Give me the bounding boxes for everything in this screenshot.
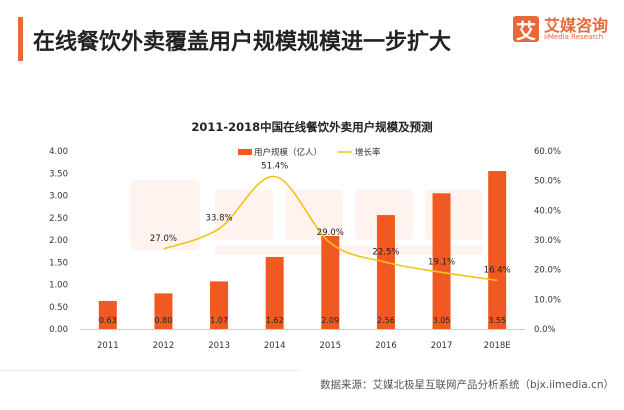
- left-axis-tick-label: 4.00: [49, 147, 68, 157]
- left-axis-tick-label: 1.00: [49, 281, 68, 291]
- right-axis-tick-label: 0.0%: [534, 325, 556, 335]
- line-value-label: 29.0%: [317, 228, 344, 238]
- right-axis-tick-label: 20.0%: [534, 266, 561, 276]
- x-axis-tick-label: 2011: [97, 341, 119, 351]
- footer-divider: [0, 370, 300, 371]
- bar-value-label: 0.80: [155, 316, 173, 325]
- watermark-glyph-shape: [285, 190, 343, 240]
- page-title: 在线餐饮外卖覆盖用户规模规模进一步扩大: [33, 30, 452, 55]
- watermark-glyph-shape: [215, 190, 273, 240]
- bar-value-label: 2.09: [321, 316, 339, 325]
- bar-2013: [210, 281, 229, 329]
- logo-mark: 艾: [513, 16, 539, 43]
- x-axis-tick-label: 2014: [264, 341, 286, 351]
- left-axis-tick-label: 2.50: [49, 214, 68, 224]
- watermark-subtitle-shape: [215, 245, 483, 255]
- left-axis-tick-label: 2.00: [49, 236, 68, 246]
- x-axis-tick-label: 2015: [319, 341, 341, 351]
- line-value-label: 51.4%: [261, 162, 288, 172]
- logo-subtitle: iiMedia Research: [544, 32, 604, 41]
- right-axis-tick-label: 30.0%: [534, 236, 561, 246]
- chart-title: 2011-2018中国在线餐饮外卖用户规模及预测: [191, 120, 432, 134]
- growth-rate-line: [163, 175, 498, 282]
- left-axis-tick-label: 0.00: [49, 325, 68, 335]
- x-axis-tick-label: 2012: [153, 341, 175, 351]
- data-source: 数据来源：艾媒北极星互联网产品分析系统（bjx.iimedia.cn）: [320, 379, 614, 391]
- bar-2012: [154, 293, 173, 329]
- bar-value-label: 3.55: [488, 316, 506, 325]
- bar-2011: [98, 300, 117, 329]
- x-axis-tick-label: 2016: [375, 341, 397, 351]
- bar-2014: [265, 256, 284, 329]
- bar-2016: [376, 215, 395, 329]
- left-axis-tick-label: 1.50: [49, 258, 68, 268]
- line-value-label: 22.5%: [372, 247, 399, 257]
- left-axis-tick-label: 0.50: [49, 303, 68, 313]
- bar-2015: [321, 235, 340, 329]
- bar-value-label: 3.05: [433, 316, 451, 325]
- title-accent-bar: [18, 17, 23, 61]
- x-axis-tick-label: 2018E: [484, 341, 511, 351]
- watermark-glyph-shape: [355, 190, 413, 240]
- bar-2017: [432, 193, 451, 329]
- line-value-label: 16.4%: [484, 265, 511, 275]
- legend-label-line: 增长率: [355, 147, 381, 158]
- right-axis-tick-label: 40.0%: [534, 206, 561, 216]
- right-axis-tick-label: 10.0%: [534, 295, 561, 305]
- x-axis-tick-label: 2017: [431, 341, 453, 351]
- right-axis-tick-label: 60.0%: [534, 147, 561, 157]
- legend-swatch-bar: [238, 149, 252, 155]
- logo: 艾 艾媒咨询 iiMedia Research: [513, 15, 609, 43]
- line-value-label: 27.0%: [150, 234, 177, 244]
- legend-label-bar: 用户规模（亿人）: [254, 147, 322, 158]
- watermark-mark-shape: [130, 180, 200, 250]
- x-axis-tick-label: 2013: [208, 341, 230, 351]
- right-axis-tick-label: 50.0%: [534, 177, 561, 187]
- watermark-icon: [130, 180, 483, 255]
- bar-value-label: 2.56: [377, 316, 395, 325]
- bar-2018E: [488, 171, 507, 329]
- bar-value-label: 1.07: [210, 316, 228, 325]
- bar-value-label: 0.63: [99, 316, 117, 325]
- left-axis-tick-label: 3.00: [49, 192, 68, 202]
- left-axis-tick-label: 3.50: [49, 169, 68, 179]
- line-value-label: 33.8%: [206, 214, 233, 224]
- line-value-label: 19.1%: [428, 257, 455, 267]
- bar-value-label: 1.62: [266, 316, 284, 325]
- logo-name: 艾媒咨询: [544, 15, 609, 35]
